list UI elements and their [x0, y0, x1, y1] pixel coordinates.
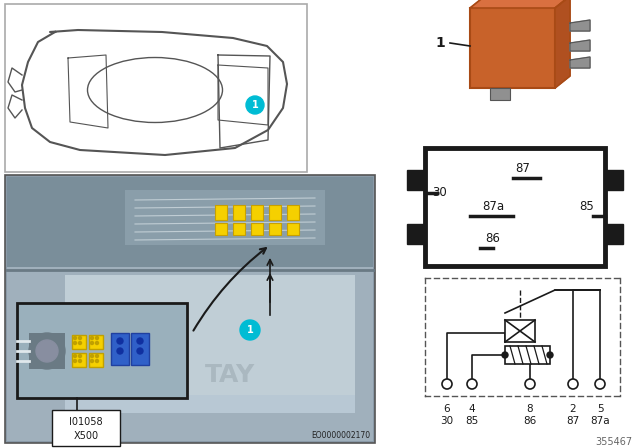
Text: 86: 86	[524, 416, 536, 426]
Text: 1: 1	[435, 36, 445, 50]
Text: 6: 6	[444, 404, 451, 414]
Text: EO0000002170: EO0000002170	[311, 431, 370, 440]
Polygon shape	[570, 20, 590, 31]
Bar	[505, 320, 535, 342]
Text: TAY: TAY	[205, 363, 255, 387]
Bar	[7, 177, 373, 441]
Circle shape	[95, 354, 99, 358]
Bar	[407, 170, 425, 190]
Circle shape	[79, 336, 81, 340]
Text: 85: 85	[465, 416, 479, 426]
Text: I01058: I01058	[69, 417, 103, 427]
Circle shape	[547, 352, 553, 358]
Ellipse shape	[36, 340, 58, 362]
Circle shape	[137, 338, 143, 344]
Circle shape	[74, 341, 77, 345]
Text: 87a: 87a	[482, 199, 504, 212]
Bar	[233, 205, 245, 220]
Bar	[65, 275, 355, 413]
Polygon shape	[470, 0, 570, 8]
Bar	[215, 205, 227, 220]
Bar	[72, 353, 86, 367]
Bar	[111, 333, 129, 365]
Circle shape	[90, 336, 93, 340]
Text: 87a: 87a	[590, 416, 610, 426]
Circle shape	[90, 354, 93, 358]
Polygon shape	[570, 40, 590, 51]
Bar	[215, 223, 227, 235]
Circle shape	[137, 348, 143, 354]
Text: 86: 86	[486, 232, 500, 245]
Bar	[89, 335, 103, 349]
Text: 85: 85	[580, 199, 595, 212]
Circle shape	[95, 336, 99, 340]
Bar	[287, 223, 299, 235]
Bar	[65, 275, 355, 395]
Bar	[470, 8, 555, 88]
Circle shape	[79, 354, 81, 358]
Circle shape	[117, 348, 123, 354]
Circle shape	[95, 341, 99, 345]
Circle shape	[246, 96, 264, 114]
Bar	[425, 278, 620, 396]
Text: 2: 2	[570, 404, 576, 414]
Bar	[52, 410, 120, 446]
Bar	[490, 88, 510, 100]
Circle shape	[74, 336, 77, 340]
Circle shape	[525, 379, 535, 389]
Text: 1: 1	[252, 100, 259, 110]
Circle shape	[74, 354, 77, 358]
Ellipse shape	[29, 333, 65, 369]
Circle shape	[467, 379, 477, 389]
Circle shape	[95, 359, 99, 362]
Bar	[605, 170, 623, 190]
Text: 355467: 355467	[595, 437, 632, 447]
Text: X500: X500	[74, 431, 99, 441]
Circle shape	[79, 359, 81, 362]
Bar	[233, 223, 245, 235]
Bar	[29, 333, 65, 369]
Bar	[72, 335, 86, 349]
Bar	[407, 224, 425, 244]
Bar	[505, 346, 550, 364]
Circle shape	[117, 338, 123, 344]
Bar	[605, 224, 623, 244]
Text: 5: 5	[596, 404, 604, 414]
Bar	[251, 205, 263, 220]
Bar	[17, 303, 187, 398]
Bar	[131, 333, 149, 365]
Circle shape	[502, 352, 508, 358]
Text: 30: 30	[440, 416, 454, 426]
Bar	[7, 177, 373, 267]
Circle shape	[90, 359, 93, 362]
Bar	[251, 223, 263, 235]
Text: 30: 30	[433, 186, 447, 199]
Bar	[89, 353, 103, 367]
Circle shape	[90, 341, 93, 345]
Text: 1: 1	[246, 325, 253, 335]
Circle shape	[240, 320, 260, 340]
Text: 87: 87	[566, 416, 580, 426]
Bar	[287, 205, 299, 220]
Circle shape	[74, 359, 77, 362]
Text: 8: 8	[527, 404, 533, 414]
Polygon shape	[570, 57, 590, 68]
Bar	[5, 4, 307, 172]
Bar	[269, 223, 281, 235]
Bar	[425, 148, 605, 266]
Text: 4: 4	[468, 404, 476, 414]
Bar	[5, 175, 375, 443]
Circle shape	[595, 379, 605, 389]
Text: 87: 87	[516, 161, 531, 175]
Circle shape	[79, 341, 81, 345]
Circle shape	[568, 379, 578, 389]
Bar	[125, 190, 325, 245]
Circle shape	[442, 379, 452, 389]
Bar	[269, 205, 281, 220]
Polygon shape	[555, 0, 570, 88]
